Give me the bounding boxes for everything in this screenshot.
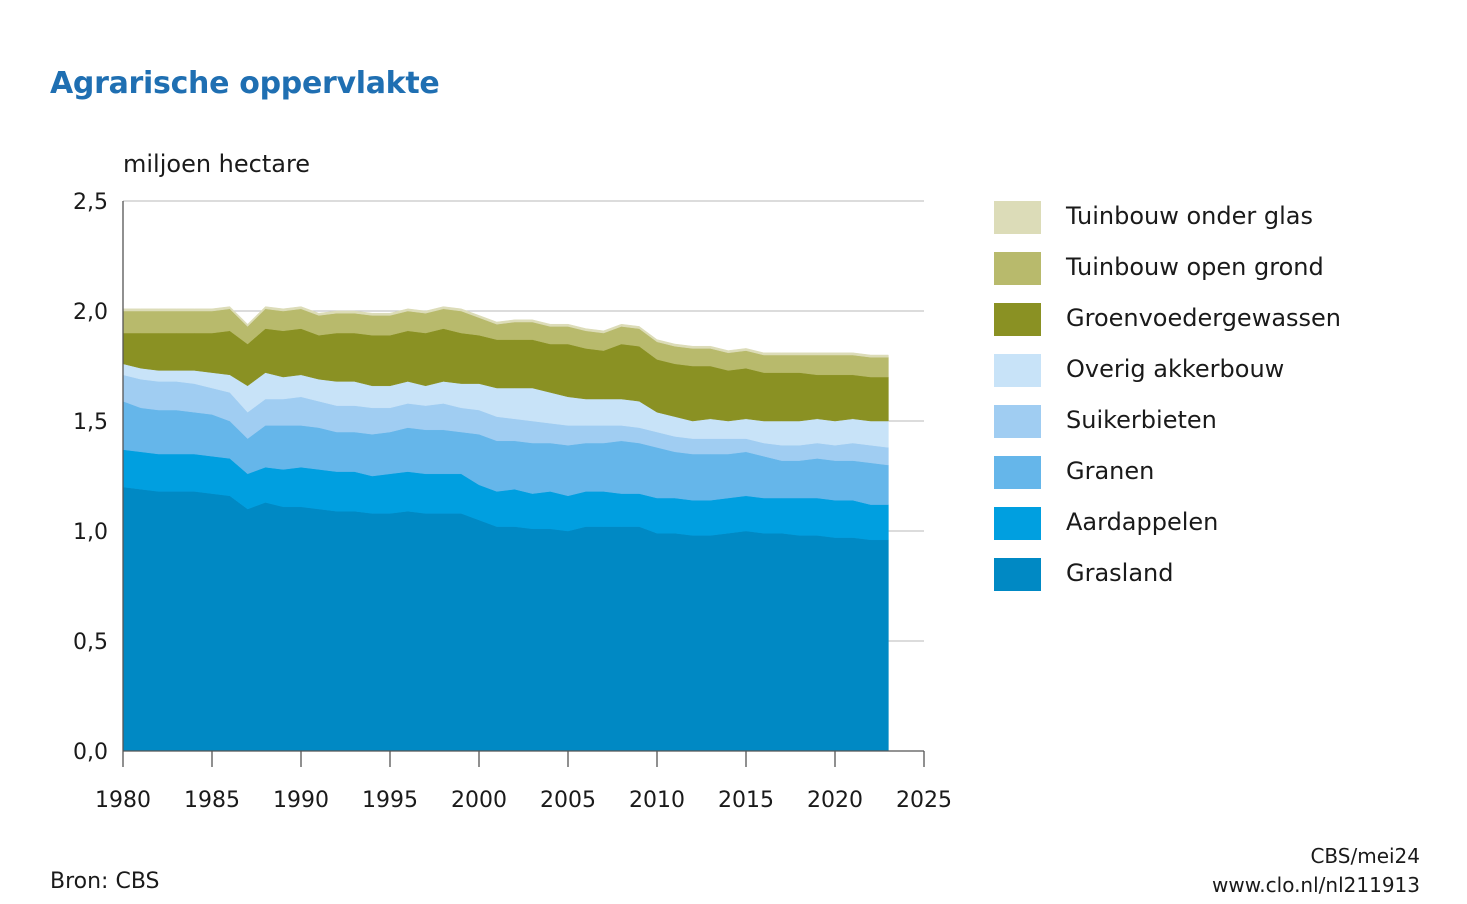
- x-tick-label: 1990: [273, 788, 329, 813]
- legend-label: Tuinbouw open grond: [1066, 253, 1324, 281]
- x-tick-label: 1995: [362, 788, 418, 813]
- legend-label: Suikerbieten: [1066, 406, 1217, 434]
- legend-swatch: [994, 201, 1041, 234]
- x-tick-label: 1985: [184, 788, 240, 813]
- legend-label: Overig akkerbouw: [1066, 355, 1285, 383]
- legend-label: Tuinbouw onder glas: [1066, 202, 1313, 230]
- y-tick-label: 1,0: [73, 520, 108, 545]
- legend-label: Granen: [1066, 457, 1155, 485]
- legend-swatch: [994, 558, 1041, 591]
- legend-swatch: [994, 456, 1041, 489]
- legend-swatch: [994, 405, 1041, 438]
- x-tick-label: 2025: [896, 788, 952, 813]
- y-tick-label: 0,5: [73, 630, 108, 655]
- credit: CBS/mei24 www.clo.nl/nl211913: [1212, 842, 1420, 900]
- x-tick-label: 2005: [540, 788, 596, 813]
- chart-title: Agrarische oppervlakte: [50, 66, 440, 101]
- legend-label: Aardappelen: [1066, 508, 1219, 536]
- legend-swatch: [994, 303, 1041, 336]
- axes: 0,0 0,5 1,0 1,5 2,0 2,5 1980 1985 1990 1995 2000 20…: [73, 190, 952, 813]
- x-tick-label: 2010: [629, 788, 685, 813]
- x-tick-label: 2000: [451, 788, 507, 813]
- y-tick-label: 2,0: [73, 300, 108, 325]
- area-tuinbouw-onder-glas: [122, 306, 889, 358]
- x-tick-label: 1980: [95, 788, 151, 813]
- legend-swatch: [994, 354, 1041, 387]
- stacked-areas: [122, 306, 889, 752]
- y-axis-unit-label: miljoen hectare: [123, 150, 311, 178]
- legend-label: Grasland: [1066, 559, 1174, 587]
- y-tick-label: 2,5: [73, 190, 108, 215]
- y-tick-label: 1,5: [73, 410, 108, 435]
- x-tick-label: 2015: [718, 788, 774, 813]
- credit-line-1: CBS/mei24: [1310, 844, 1420, 868]
- y-tick-label: 0,0: [73, 740, 108, 765]
- legend-swatch: [994, 507, 1041, 540]
- x-tick-label: 2020: [807, 788, 863, 813]
- legend-label: Groenvoedergewassen: [1066, 304, 1342, 332]
- legend-swatch: [994, 252, 1041, 285]
- source-note: Bron: CBS: [50, 869, 160, 894]
- credit-line-2: www.clo.nl/nl211913: [1212, 873, 1420, 897]
